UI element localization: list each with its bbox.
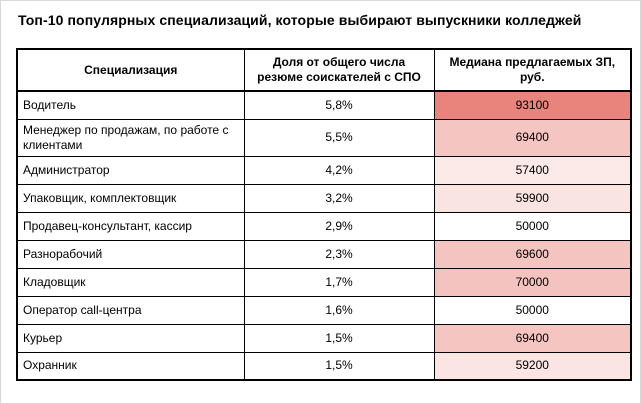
- table-row: Администратор 4,2% 57400: [16, 155, 632, 185]
- specialization-cell: Менеджер по продажам, по работе с клиент…: [16, 118, 245, 157]
- table-row: Продавец-консультант, кассир 2,9% 50000: [16, 211, 632, 241]
- share-cell: 1,6%: [243, 295, 435, 325]
- share-cell: 4,2%: [243, 155, 435, 185]
- table-row: Кладовщик 1,7% 70000: [16, 267, 632, 297]
- table-row: Охранник 1,5% 59200: [16, 351, 632, 381]
- share-cell: 5,5%: [243, 118, 435, 157]
- share-cell: 3,2%: [243, 183, 435, 213]
- table-row: Упаковщик, комплектовщик 3,2% 59900: [16, 183, 632, 213]
- specialization-cell: Продавец-консультант, кассир: [16, 211, 245, 241]
- table-header-row: Специализация Доля от общего числа резюм…: [16, 48, 632, 92]
- specialization-cell: Оператор call-центра: [16, 295, 245, 325]
- table-row: Оператор call-центра 1,6% 50000: [16, 295, 632, 325]
- salary-cell: 50000: [433, 211, 632, 241]
- specialization-cell: Курьер: [16, 323, 245, 353]
- column-header-median-salary: Медиана предлагаемых ЗП, руб.: [433, 48, 632, 92]
- column-header-share: Доля от общего числа резюме соискателей …: [243, 48, 435, 92]
- specialization-cell: Разнорабочий: [16, 239, 245, 269]
- table-row: Курьер 1,5% 69400: [16, 323, 632, 353]
- column-header-specialization: Специализация: [16, 48, 245, 92]
- share-cell: 1,7%: [243, 267, 435, 297]
- top10-specializations-table: Специализация Доля от общего числа резюм…: [16, 48, 632, 381]
- table-body: Водитель 5,8% 93100 Менеджер по продажам…: [16, 90, 632, 381]
- salary-cell: 69400: [433, 118, 632, 157]
- share-cell: 5,8%: [243, 90, 435, 120]
- share-cell: 1,5%: [243, 351, 435, 381]
- salary-cell: 59200: [433, 351, 632, 381]
- specialization-cell: Кладовщик: [16, 267, 245, 297]
- specialization-cell: Охранник: [16, 351, 245, 381]
- salary-cell: 69600: [433, 239, 632, 269]
- share-cell: 1,5%: [243, 323, 435, 353]
- table-row: Менеджер по продажам, по работе с клиент…: [16, 118, 632, 157]
- table-row: Разнорабочий 2,3% 69600: [16, 239, 632, 269]
- salary-cell: 70000: [433, 267, 632, 297]
- table-row: Водитель 5,8% 93100: [16, 90, 632, 120]
- salary-cell: 57400: [433, 155, 632, 185]
- salary-cell: 69400: [433, 323, 632, 353]
- specialization-cell: Администратор: [16, 155, 245, 185]
- share-cell: 2,3%: [243, 239, 435, 269]
- page-title: Топ-10 популярных специализаций, которые…: [18, 12, 582, 28]
- salary-cell: 93100: [433, 90, 632, 120]
- salary-cell: 50000: [433, 295, 632, 325]
- salary-cell: 59900: [433, 183, 632, 213]
- specialization-cell: Водитель: [16, 90, 245, 120]
- share-cell: 2,9%: [243, 211, 435, 241]
- specialization-cell: Упаковщик, комплектовщик: [16, 183, 245, 213]
